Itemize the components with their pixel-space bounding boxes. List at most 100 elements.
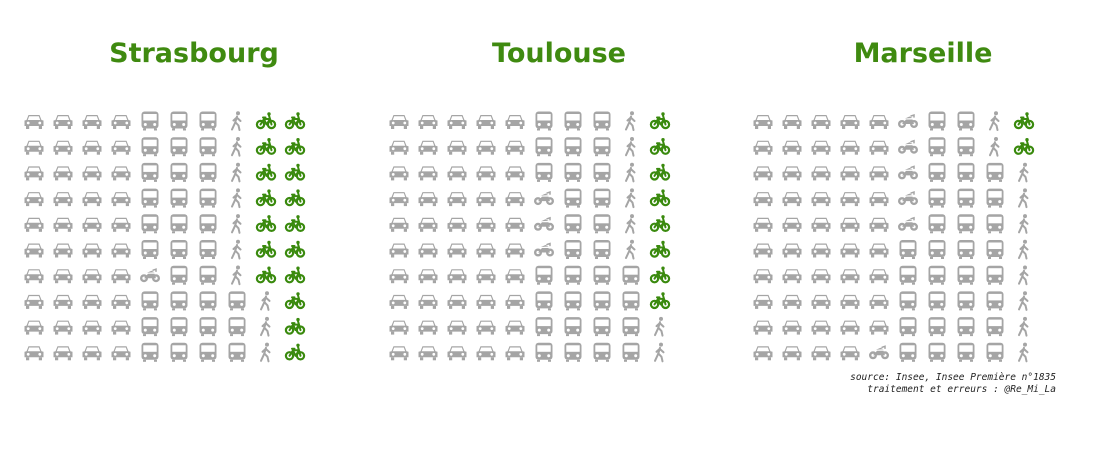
car-icon [476, 269, 496, 284]
bus-icon [141, 162, 159, 182]
car-icon [53, 346, 73, 361]
moto-icon [534, 191, 554, 206]
bike-icon [255, 240, 277, 258]
bus-icon [928, 240, 946, 259]
bus-icon [199, 342, 217, 362]
panel-toulouse: Toulouse [389, 0, 729, 380]
car-icon [782, 269, 802, 284]
car-icon [476, 346, 496, 361]
bus-icon [141, 317, 159, 337]
car-icon [811, 269, 831, 284]
car-icon [505, 269, 525, 284]
credit-line: traitement et erreurs : @Re_Mi_La [867, 384, 1056, 395]
walk-icon [260, 291, 271, 311]
car-icon [476, 115, 496, 129]
bike-icon [649, 215, 671, 233]
car-icon [782, 294, 802, 309]
car-icon [869, 166, 889, 181]
bus-icon [986, 188, 1004, 208]
bus-icon [564, 111, 582, 131]
walk-icon [231, 239, 242, 260]
car-icon [753, 140, 773, 155]
car-icon [782, 166, 802, 181]
car-icon [811, 294, 831, 309]
walk-icon [231, 162, 242, 183]
bus-icon [199, 137, 217, 157]
bus-icon [957, 111, 975, 131]
car-icon [476, 243, 496, 258]
bus-icon [535, 291, 553, 311]
car-icon [447, 320, 467, 335]
walk-icon [231, 214, 242, 234]
bus-icon [141, 188, 159, 208]
bus-icon [593, 214, 611, 234]
pictogram-svg [24, 111, 306, 363]
source-note: source: Insee, Insee Première n°1835 tra… [850, 372, 1056, 396]
bus-icon [593, 342, 611, 362]
bus-icon [593, 291, 611, 311]
bus-icon [170, 214, 188, 234]
moto-icon [534, 216, 554, 231]
bus-icon [957, 162, 975, 182]
car-icon [24, 166, 44, 181]
walk-icon [625, 188, 636, 209]
car-icon [811, 346, 831, 361]
car-icon [505, 140, 525, 155]
car-icon [869, 192, 889, 207]
bus-icon [899, 291, 917, 311]
car-icon [418, 140, 438, 155]
car-icon [418, 320, 438, 335]
bus-icon [141, 137, 159, 157]
walk-icon [231, 188, 242, 209]
bike-icon [284, 317, 306, 335]
car-icon [753, 217, 773, 232]
bus-icon [141, 342, 159, 362]
bus-icon [928, 111, 946, 131]
car-icon [111, 294, 131, 309]
pictogram-svg [389, 111, 671, 363]
bike-icon [255, 163, 277, 181]
car-icon [389, 320, 409, 335]
car-icon [82, 346, 102, 361]
bus-icon [622, 291, 640, 311]
bus-icon [535, 137, 553, 157]
car-icon [389, 140, 409, 155]
bus-icon [228, 317, 246, 337]
car-icon [447, 217, 467, 232]
car-icon [753, 269, 773, 284]
bus-icon [564, 137, 582, 157]
bike-icon [649, 189, 671, 207]
moto-icon [534, 242, 554, 257]
car-icon [476, 320, 496, 335]
walk-icon [1018, 342, 1029, 363]
car-icon [782, 115, 802, 129]
car-icon [753, 320, 773, 335]
bike-icon [255, 112, 277, 130]
car-icon [24, 320, 44, 335]
car-icon [389, 217, 409, 232]
car-icon [389, 192, 409, 207]
walk-icon [989, 137, 1000, 157]
panel-strasbourg: Strasbourg [24, 0, 364, 380]
walk-icon [1018, 162, 1029, 183]
bike-icon [649, 163, 671, 181]
bus-icon [199, 265, 217, 285]
walk-icon [1018, 188, 1029, 209]
bike-icon [649, 292, 671, 310]
bus-icon [957, 342, 975, 362]
car-icon [753, 243, 773, 258]
bus-icon [199, 291, 217, 311]
bus-icon [170, 162, 188, 182]
bus-icon [622, 317, 640, 337]
car-icon [82, 269, 102, 284]
bike-icon [284, 215, 306, 233]
bus-icon [622, 342, 640, 362]
car-icon [111, 346, 131, 361]
bus-icon [593, 240, 611, 259]
bus-icon [535, 111, 553, 131]
bike-icon [284, 343, 306, 361]
bus-icon [564, 291, 582, 311]
moto-icon [869, 345, 889, 360]
car-icon [418, 166, 438, 181]
car-icon [840, 269, 860, 284]
